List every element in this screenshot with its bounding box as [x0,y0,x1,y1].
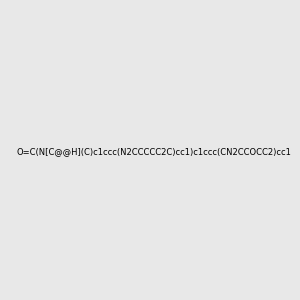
Text: O=C(N[C@@H](C)c1ccc(N2CCCCC2C)cc1)c1ccc(CN2CCOCC2)cc1: O=C(N[C@@H](C)c1ccc(N2CCCCC2C)cc1)c1ccc(… [16,147,291,156]
